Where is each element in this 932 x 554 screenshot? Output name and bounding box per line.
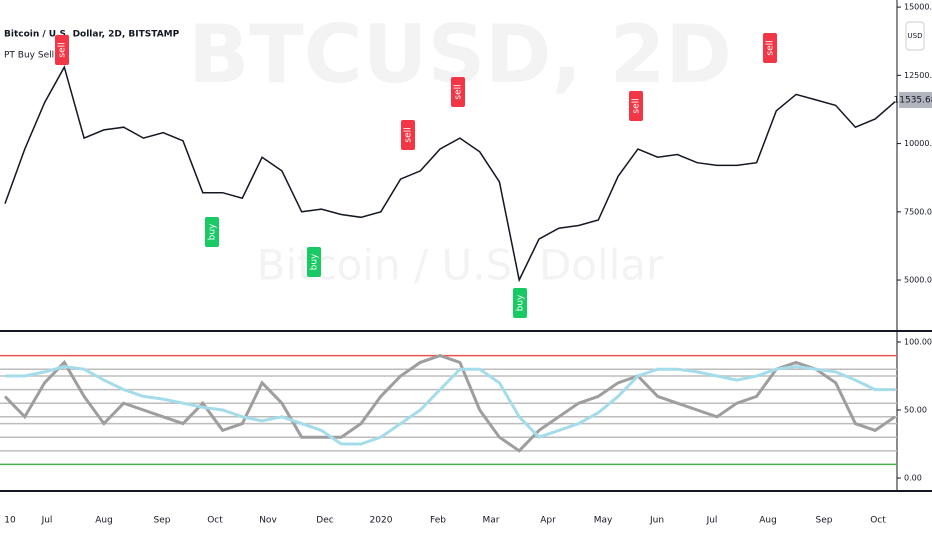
y-tick-label: 12500.00 xyxy=(904,71,932,80)
time-label: Feb xyxy=(430,516,446,526)
signal-label: sell xyxy=(454,84,464,99)
signal-label: sell xyxy=(404,127,414,142)
last-price: 11535.68 xyxy=(894,96,932,106)
time-label: Jul xyxy=(41,516,53,526)
time-label: Dec xyxy=(316,516,333,526)
symbol-title: Bitcoin / U.S. Dollar, 2D, BITSTAMP xyxy=(4,30,180,40)
data-line xyxy=(3,354,896,453)
signal-badge xyxy=(629,91,643,121)
y-tick-label: 5000.00 xyxy=(904,276,932,285)
signal-badge xyxy=(205,217,219,247)
signal-label: sell xyxy=(766,40,776,55)
time-label: 2020 xyxy=(370,516,393,526)
time-label: Aug xyxy=(95,516,113,526)
time-label: Oct xyxy=(870,516,886,526)
signal-label: sell xyxy=(58,42,68,57)
time-label: Jul xyxy=(706,516,718,526)
signal-badge xyxy=(763,33,777,63)
currency: USD xyxy=(908,32,923,40)
time-label: Apr xyxy=(540,516,556,526)
signal-label: sell xyxy=(632,98,642,113)
time-label: Oct xyxy=(207,516,223,526)
time-label: Aug xyxy=(759,516,777,526)
signal-label: buy xyxy=(208,223,218,240)
last-price-box xyxy=(899,92,932,108)
signal-badge xyxy=(401,120,415,150)
currency-box[interactable] xyxy=(905,21,925,51)
data-line xyxy=(5,364,895,446)
time-label: Mar xyxy=(483,516,500,526)
data-line xyxy=(4,65,896,283)
watermark-subtitle: Bitcoin / U.S. Dollar xyxy=(257,241,664,290)
time-label: Nov xyxy=(259,516,277,526)
time-label: Sep xyxy=(816,516,833,526)
signal-badge xyxy=(307,247,321,277)
signal-badge xyxy=(513,288,527,318)
indicator-label: PT Buy Sell xyxy=(4,51,54,61)
signal-badge xyxy=(55,35,69,65)
y-tick-label: 50.00 xyxy=(904,406,927,415)
time-label: Jun xyxy=(649,516,664,526)
y-tick-label: 7500.00 xyxy=(904,207,932,216)
time-label: Sep xyxy=(154,516,171,526)
y-tick-label: 0.00 xyxy=(904,474,922,483)
y-tick-label: 100.00 xyxy=(904,337,932,346)
signal-label: buy xyxy=(310,253,320,270)
signal-badge xyxy=(451,77,465,107)
time-label: 10 xyxy=(4,516,16,526)
signal-label: buy xyxy=(516,294,526,311)
y-tick-label: 15000.00 xyxy=(904,3,932,12)
time-label: May xyxy=(594,516,613,526)
y-tick-label: 10000.00 xyxy=(904,139,932,148)
